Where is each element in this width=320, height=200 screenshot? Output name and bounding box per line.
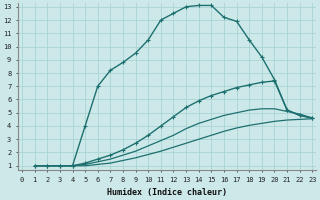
X-axis label: Humidex (Indice chaleur): Humidex (Indice chaleur) [107,188,227,197]
